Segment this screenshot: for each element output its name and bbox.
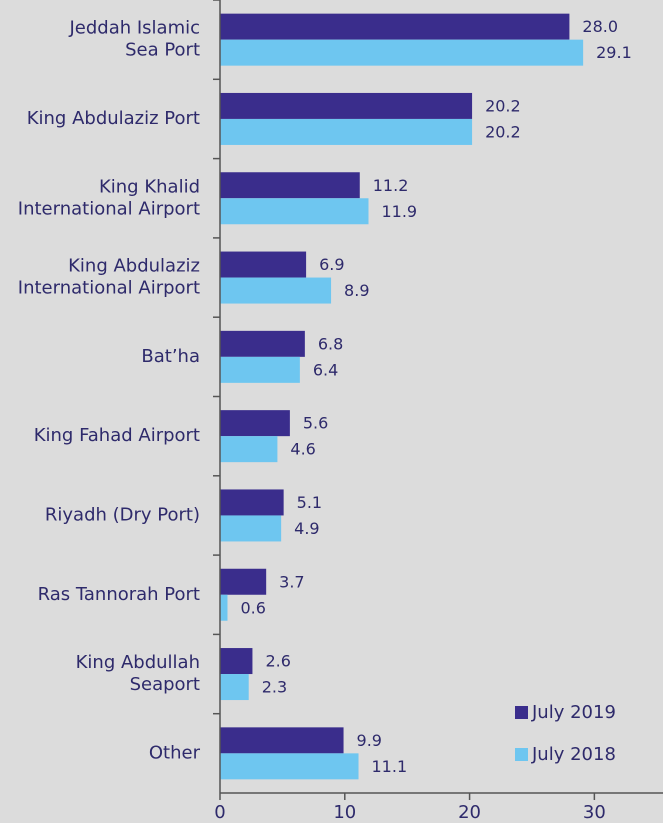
category-label: King Abdullah Seaport — [76, 652, 200, 695]
x-tick-label: 30 — [583, 802, 606, 823]
bar — [220, 515, 282, 542]
legend-label: July 2018 — [531, 744, 616, 765]
value-label: 11.1 — [372, 757, 408, 776]
x-tick-label: 20 — [458, 802, 481, 823]
bar — [220, 489, 284, 516]
bar — [220, 198, 369, 225]
bar — [220, 648, 253, 675]
value-label: 4.9 — [294, 519, 319, 538]
category-label: Other — [149, 742, 201, 763]
bar — [220, 251, 307, 278]
value-label: 5.6 — [303, 414, 328, 433]
legend-label: July 2019 — [531, 702, 616, 723]
bar — [220, 568, 267, 595]
legend-swatch — [515, 748, 528, 761]
x-tick-label: 0 — [214, 802, 225, 823]
bar — [220, 13, 570, 40]
category-label: King Fahad Airport — [34, 425, 200, 446]
value-label: 20.2 — [485, 96, 521, 115]
bar — [220, 330, 305, 357]
category-label: King Abdulaziz Port — [27, 108, 200, 129]
value-label: 11.2 — [373, 176, 409, 195]
legend-swatch — [515, 706, 528, 719]
value-label: 6.8 — [318, 334, 343, 353]
value-label: 11.9 — [381, 202, 417, 221]
bar — [220, 118, 473, 145]
bar — [220, 39, 584, 66]
category-label: King Abdulaziz International Airport — [18, 256, 200, 299]
value-label: 0.6 — [240, 598, 265, 617]
bar — [220, 92, 473, 119]
value-label: 8.9 — [344, 281, 369, 300]
bar — [220, 753, 359, 780]
value-label: 6.9 — [319, 255, 344, 274]
value-label: 6.4 — [313, 360, 338, 379]
category-label: Ras Tannorah Port — [38, 584, 200, 605]
value-label: 20.2 — [485, 122, 521, 141]
bar — [220, 356, 300, 383]
category-label: Bat’ha — [141, 346, 200, 367]
value-label: 29.1 — [596, 43, 632, 62]
bar — [220, 410, 290, 437]
value-label: 5.1 — [297, 493, 322, 512]
bar — [220, 172, 360, 199]
value-label: 2.6 — [265, 652, 290, 671]
bar — [220, 674, 249, 701]
value-label: 28.0 — [582, 17, 618, 36]
bar — [220, 727, 344, 754]
category-label: Riyadh (Dry Port) — [45, 504, 200, 525]
value-label: 3.7 — [279, 572, 304, 591]
category-label: King Khalid International Airport — [18, 176, 200, 219]
bar — [220, 594, 228, 621]
value-label: 9.9 — [357, 731, 382, 750]
value-label: 4.6 — [290, 440, 315, 459]
value-label: 2.3 — [262, 678, 287, 697]
bar — [220, 436, 278, 463]
category-label: Jeddah Islamic Sea Port — [68, 18, 200, 61]
bar — [220, 277, 332, 304]
x-tick-label: 10 — [333, 802, 356, 823]
